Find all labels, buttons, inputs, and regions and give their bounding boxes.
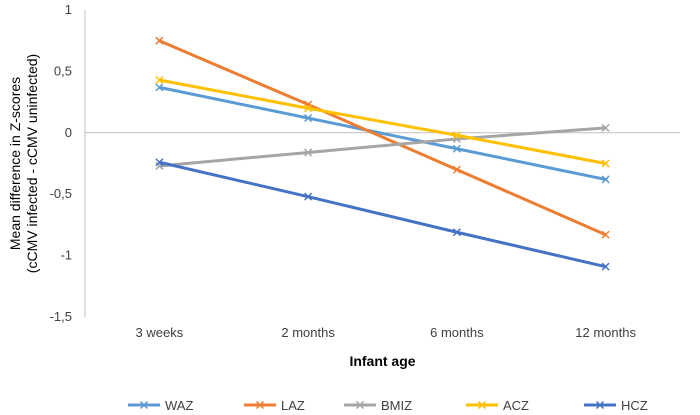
- data-point: [155, 158, 164, 167]
- marker-stroke: [452, 228, 461, 237]
- marker-stroke: [155, 75, 164, 85]
- data-point: [155, 83, 164, 92]
- series-line: [159, 78, 606, 165]
- y-tick-label: -0,5: [50, 186, 72, 201]
- marker-stroke: [601, 262, 610, 271]
- x-tick-label: 6 months: [430, 325, 484, 340]
- y-tick-label: 1: [65, 2, 72, 17]
- data-point: [304, 148, 313, 157]
- data-point: [304, 192, 313, 201]
- legend-marker-stroke: [355, 400, 365, 410]
- legend-label: BMIZ: [381, 398, 412, 413]
- data-point: [452, 228, 461, 237]
- legend-marker-stroke: [595, 400, 605, 410]
- legend-item-waz: WAZ: [128, 398, 193, 413]
- series-bmiz: [155, 123, 610, 170]
- legend-label: WAZ: [165, 398, 193, 413]
- data-point: [452, 131, 461, 140]
- marker-stroke: [304, 104, 313, 113]
- data-point: [601, 159, 610, 168]
- data-point: [601, 123, 610, 132]
- marker-stroke: [601, 175, 610, 184]
- series-hcz: [155, 158, 610, 271]
- data-point: [304, 104, 313, 113]
- marker-stroke: [452, 131, 461, 140]
- series-line: [158, 39, 607, 237]
- data-point: [304, 114, 313, 123]
- series-line: [159, 160, 606, 269]
- legend: WAZ LAZ BMIZ ACZ HCZ: [128, 398, 648, 413]
- x-tick-label: 3 weeks: [136, 325, 184, 340]
- series-line: [159, 85, 606, 181]
- legend-item-bmiz: BMIZ: [344, 398, 412, 413]
- marker-stroke: [304, 114, 313, 123]
- marker-stroke: [155, 36, 164, 45]
- data-point: [601, 175, 610, 184]
- legend-label: LAZ: [281, 398, 305, 413]
- legend-marker-stroke: [139, 400, 149, 410]
- legend-label: HCZ: [621, 398, 648, 413]
- marker-stroke: [304, 148, 313, 157]
- y-tick-label: 0: [65, 125, 72, 140]
- marker-stroke: [452, 144, 461, 153]
- legend-marker-stroke: [477, 400, 487, 410]
- data-point: [452, 144, 461, 153]
- x-tick-labels: 3 weeks 2 months 6 months 12 months: [136, 325, 637, 340]
- legend-item-hcz: HCZ: [584, 398, 648, 413]
- y-tick-labels: 1 0,5 0 -0,5 -1 -1,5: [50, 2, 72, 324]
- series-waz: [155, 83, 610, 184]
- legend-item-laz: LAZ: [244, 398, 305, 413]
- y-axis-title-line-1: Mean difference in Z-scores: [7, 77, 23, 250]
- x-tick-label: 12 months: [575, 325, 636, 340]
- data-point: [155, 36, 164, 45]
- data-point: [601, 230, 610, 239]
- series-laz: [155, 36, 610, 239]
- marker-stroke: [304, 192, 313, 201]
- data-point: [601, 262, 610, 271]
- marker-stroke: [452, 165, 461, 174]
- series-line: [159, 126, 606, 168]
- y-tick-label: -1,5: [50, 309, 72, 324]
- series-acz: [155, 75, 610, 168]
- x-axis-title: Infant age: [349, 353, 415, 369]
- marker-stroke: [155, 83, 164, 92]
- y-axis-title-line-2: (cCMV infected - cCMV uninfected): [24, 54, 40, 273]
- x-tick-label: 2 months: [281, 325, 335, 340]
- series-group: [155, 36, 610, 271]
- marker-stroke: [601, 123, 610, 132]
- legend-marker-stroke: [255, 400, 265, 410]
- y-tick-label: -1: [60, 248, 72, 263]
- y-tick-label: 0,5: [54, 63, 72, 78]
- marker-stroke: [155, 158, 164, 167]
- legend-item-acz: ACZ: [466, 398, 529, 413]
- marker-stroke: [601, 230, 610, 239]
- marker-stroke: [601, 159, 610, 168]
- data-point: [452, 165, 461, 174]
- data-point: [155, 75, 164, 85]
- legend-label: ACZ: [503, 398, 529, 413]
